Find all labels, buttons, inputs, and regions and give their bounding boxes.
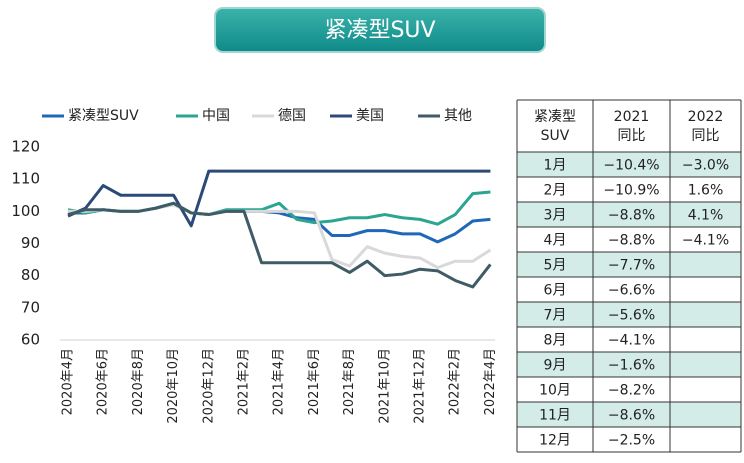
row-band <box>517 252 741 277</box>
x-tick-label: 2020年8月 <box>131 348 146 415</box>
table-cell: −3.0% <box>682 158 729 174</box>
legend-label: 美国 <box>356 108 384 124</box>
table-cell: −10.4% <box>603 158 659 174</box>
series-line <box>67 201 492 289</box>
x-tick-label: 2020年6月 <box>96 348 111 415</box>
banner <box>214 7 546 53</box>
row-band <box>517 402 741 427</box>
x-tick-label: 2021年12月 <box>413 348 428 424</box>
table-cell: 11月 <box>539 408 571 424</box>
x-tick-label: 2021年6月 <box>307 348 322 415</box>
table-cell: 4月 <box>544 233 567 249</box>
table-cell: 2月 <box>544 183 567 199</box>
x-tick-label: 2021年8月 <box>342 348 357 415</box>
legend-label: 德国 <box>278 108 306 124</box>
row-band <box>517 152 741 177</box>
x-tick-label: 2020年12月 <box>201 348 216 424</box>
x-tick-label: 2022年4月 <box>483 348 498 415</box>
table-cell: 5月 <box>544 258 567 274</box>
x-tick-label: 2021年10月 <box>377 348 392 424</box>
table-cell: −4.1% <box>682 233 729 249</box>
table-header: 紧凑型 <box>534 108 576 125</box>
table-cell: 4.1% <box>688 208 724 224</box>
table-cell: −8.8% <box>608 233 655 249</box>
table-cell: 8月 <box>544 333 567 349</box>
table-cell: 12月 <box>539 433 571 449</box>
table-cell: −6.6% <box>608 283 655 299</box>
row-band <box>517 352 741 377</box>
table-cell: −2.5% <box>608 433 655 449</box>
x-tick-label: 2020年10月 <box>166 348 181 424</box>
table-header: 2021 <box>614 109 650 125</box>
legend-label: 其他 <box>444 108 472 124</box>
table-cell: 1月 <box>544 158 567 174</box>
x-tick-label: 2020年4月 <box>61 348 76 415</box>
table-cell: −7.7% <box>608 258 655 274</box>
table-cell: 7月 <box>544 308 567 324</box>
y-tick-label: 100 <box>11 202 40 220</box>
row-band <box>517 202 741 227</box>
table-cell: 9月 <box>544 358 567 374</box>
table-header: SUV <box>541 128 570 144</box>
y-tick-label: 80 <box>21 266 40 284</box>
series-line <box>67 190 491 226</box>
y-tick-label: 90 <box>21 234 40 252</box>
table-cell: −4.1% <box>608 333 655 349</box>
table-cell: 3月 <box>544 208 567 224</box>
row-band <box>517 302 741 327</box>
table-cell: 1.6% <box>688 183 724 199</box>
series-line <box>67 169 491 228</box>
y-tick-label: 120 <box>11 138 40 156</box>
table-cell: −10.9% <box>603 183 659 199</box>
table-cell: −8.6% <box>608 408 655 424</box>
table-cell: −1.6% <box>608 358 655 374</box>
table-cell: −5.6% <box>608 308 655 324</box>
table-header: 同比 <box>618 128 646 144</box>
legend-label: 中国 <box>202 108 230 124</box>
table-header: 同比 <box>692 128 720 144</box>
x-tick-label: 2022年2月 <box>448 348 463 415</box>
y-tick-label: 70 <box>21 298 40 316</box>
table-cell: −8.2% <box>608 383 655 399</box>
legend-label: 紧凑型SUV <box>68 107 139 124</box>
x-tick-label: 2021年4月 <box>272 348 287 415</box>
y-tick-label: 110 <box>11 170 40 188</box>
y-tick-label: 60 <box>21 331 40 349</box>
banner-title: 紧凑型SUV <box>324 18 435 43</box>
table-cell: 6月 <box>544 283 567 299</box>
table-cell: −8.8% <box>608 208 655 224</box>
table-cell: 10月 <box>539 383 571 399</box>
x-tick-label: 2021年2月 <box>237 348 252 415</box>
table-header: 2022 <box>688 109 724 125</box>
